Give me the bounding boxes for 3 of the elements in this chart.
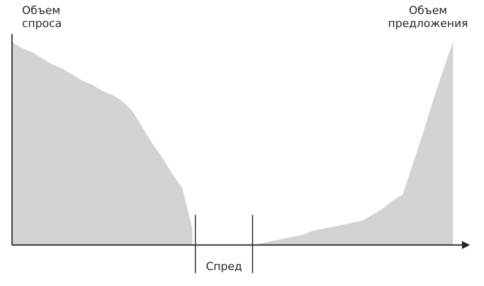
series-label: Объем предложения: [388, 4, 468, 30]
series-label: Объем спроса: [22, 4, 62, 30]
text: Спред: [206, 260, 242, 273]
